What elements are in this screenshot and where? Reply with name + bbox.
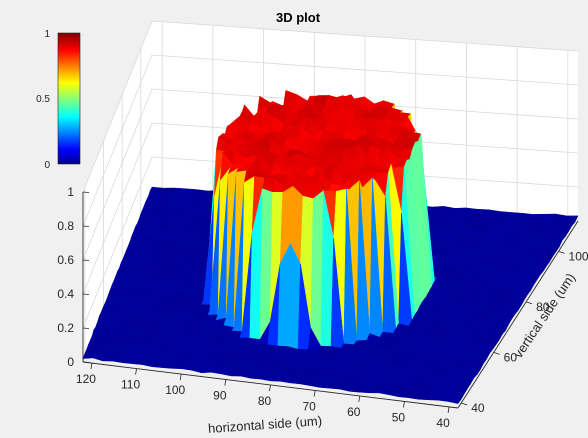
side-wall bbox=[83, 21, 152, 362]
z-tick-label: 0.4 bbox=[57, 287, 74, 301]
surface-patch bbox=[447, 396, 462, 404]
x-tick-mark bbox=[135, 368, 137, 375]
colorbar-tick-label: 0 bbox=[44, 160, 50, 171]
surface-patch bbox=[169, 219, 184, 227]
x-tick-label: 100 bbox=[165, 383, 185, 397]
surface-patch bbox=[127, 269, 141, 274]
z-tick-label: 0.2 bbox=[57, 321, 74, 335]
surface-patch bbox=[158, 219, 173, 227]
x-tick-label: 80 bbox=[258, 394, 272, 408]
x-tick-mark bbox=[179, 373, 182, 381]
z-tick-label: 0.8 bbox=[57, 219, 74, 233]
tick-labels: 0 0.2 0.4 0.6 0.8 1 120 110 100 90 80 70 60 50 40 40 60 8… bbox=[57, 185, 588, 430]
z-gridline bbox=[82, 122, 579, 295]
surface-patch bbox=[106, 294, 120, 301]
surface bbox=[82, 90, 579, 404]
chart-title: 3D plot bbox=[276, 10, 321, 25]
z-tick-mark bbox=[82, 327, 90, 329]
y-tick-mark bbox=[525, 301, 533, 305]
z-tick-label: 0 bbox=[67, 355, 74, 369]
x-tick-mark bbox=[358, 395, 361, 403]
surface-patch bbox=[138, 212, 153, 219]
x-tick-label: 60 bbox=[347, 405, 361, 419]
surface-patch bbox=[129, 263, 143, 271]
colorbar-tick-label: 1 bbox=[44, 29, 50, 40]
z-gridline bbox=[82, 20, 579, 193]
x-tick-label: 120 bbox=[76, 372, 96, 386]
surface-patch bbox=[116, 295, 130, 301]
z-gridline bbox=[82, 54, 579, 227]
y-tick-label: 100 bbox=[569, 249, 588, 263]
z-tick-label: 1 bbox=[67, 185, 74, 199]
z-gridline bbox=[82, 156, 579, 329]
y-tick-mark bbox=[461, 402, 468, 406]
x-tick-label: 50 bbox=[392, 410, 406, 424]
x-tick-label: 110 bbox=[121, 378, 140, 392]
colorbar-gradient bbox=[57, 32, 81, 165]
y-tick-label: 40 bbox=[471, 401, 485, 415]
x-tick-mark bbox=[90, 363, 93, 370]
surface-patch bbox=[120, 286, 134, 293]
surface-patch bbox=[156, 224, 171, 230]
surface-patch bbox=[144, 227, 158, 233]
y-tick-mark bbox=[558, 250, 565, 254]
y-axis-line bbox=[457, 220, 579, 409]
x-tick-mark bbox=[224, 379, 227, 386]
surface-patch bbox=[128, 240, 142, 247]
z-gridline bbox=[82, 88, 579, 261]
y-tick-label: 80 bbox=[536, 300, 550, 314]
x-tick-mark bbox=[313, 390, 316, 397]
z-tick-label: 0.6 bbox=[57, 253, 74, 267]
surface-patch bbox=[194, 189, 209, 197]
z-tick-mark bbox=[82, 191, 90, 193]
z-tick-mark bbox=[82, 361, 90, 363]
x-tick-mark bbox=[403, 401, 405, 408]
surface-patch bbox=[136, 245, 151, 251]
colorbar-tick-label: 0.5 bbox=[36, 94, 50, 105]
x-tick-mark bbox=[269, 384, 271, 392]
x-tick-mark bbox=[447, 406, 450, 413]
z-tick-mark bbox=[82, 259, 90, 261]
surface-patch bbox=[188, 202, 203, 210]
y-tick-mark bbox=[493, 352, 500, 355]
colorbar: 0 0.5 1 bbox=[36, 29, 81, 171]
surface-patch bbox=[135, 250, 149, 256]
x-tick-label: 70 bbox=[302, 399, 316, 413]
z-tick-mark bbox=[82, 225, 90, 227]
x-tick-label: 40 bbox=[436, 416, 450, 430]
x-tick-label: 90 bbox=[213, 389, 227, 403]
z-tick-mark bbox=[82, 293, 90, 295]
surface-patch bbox=[170, 192, 185, 198]
y-tick-label: 60 bbox=[504, 350, 518, 364]
